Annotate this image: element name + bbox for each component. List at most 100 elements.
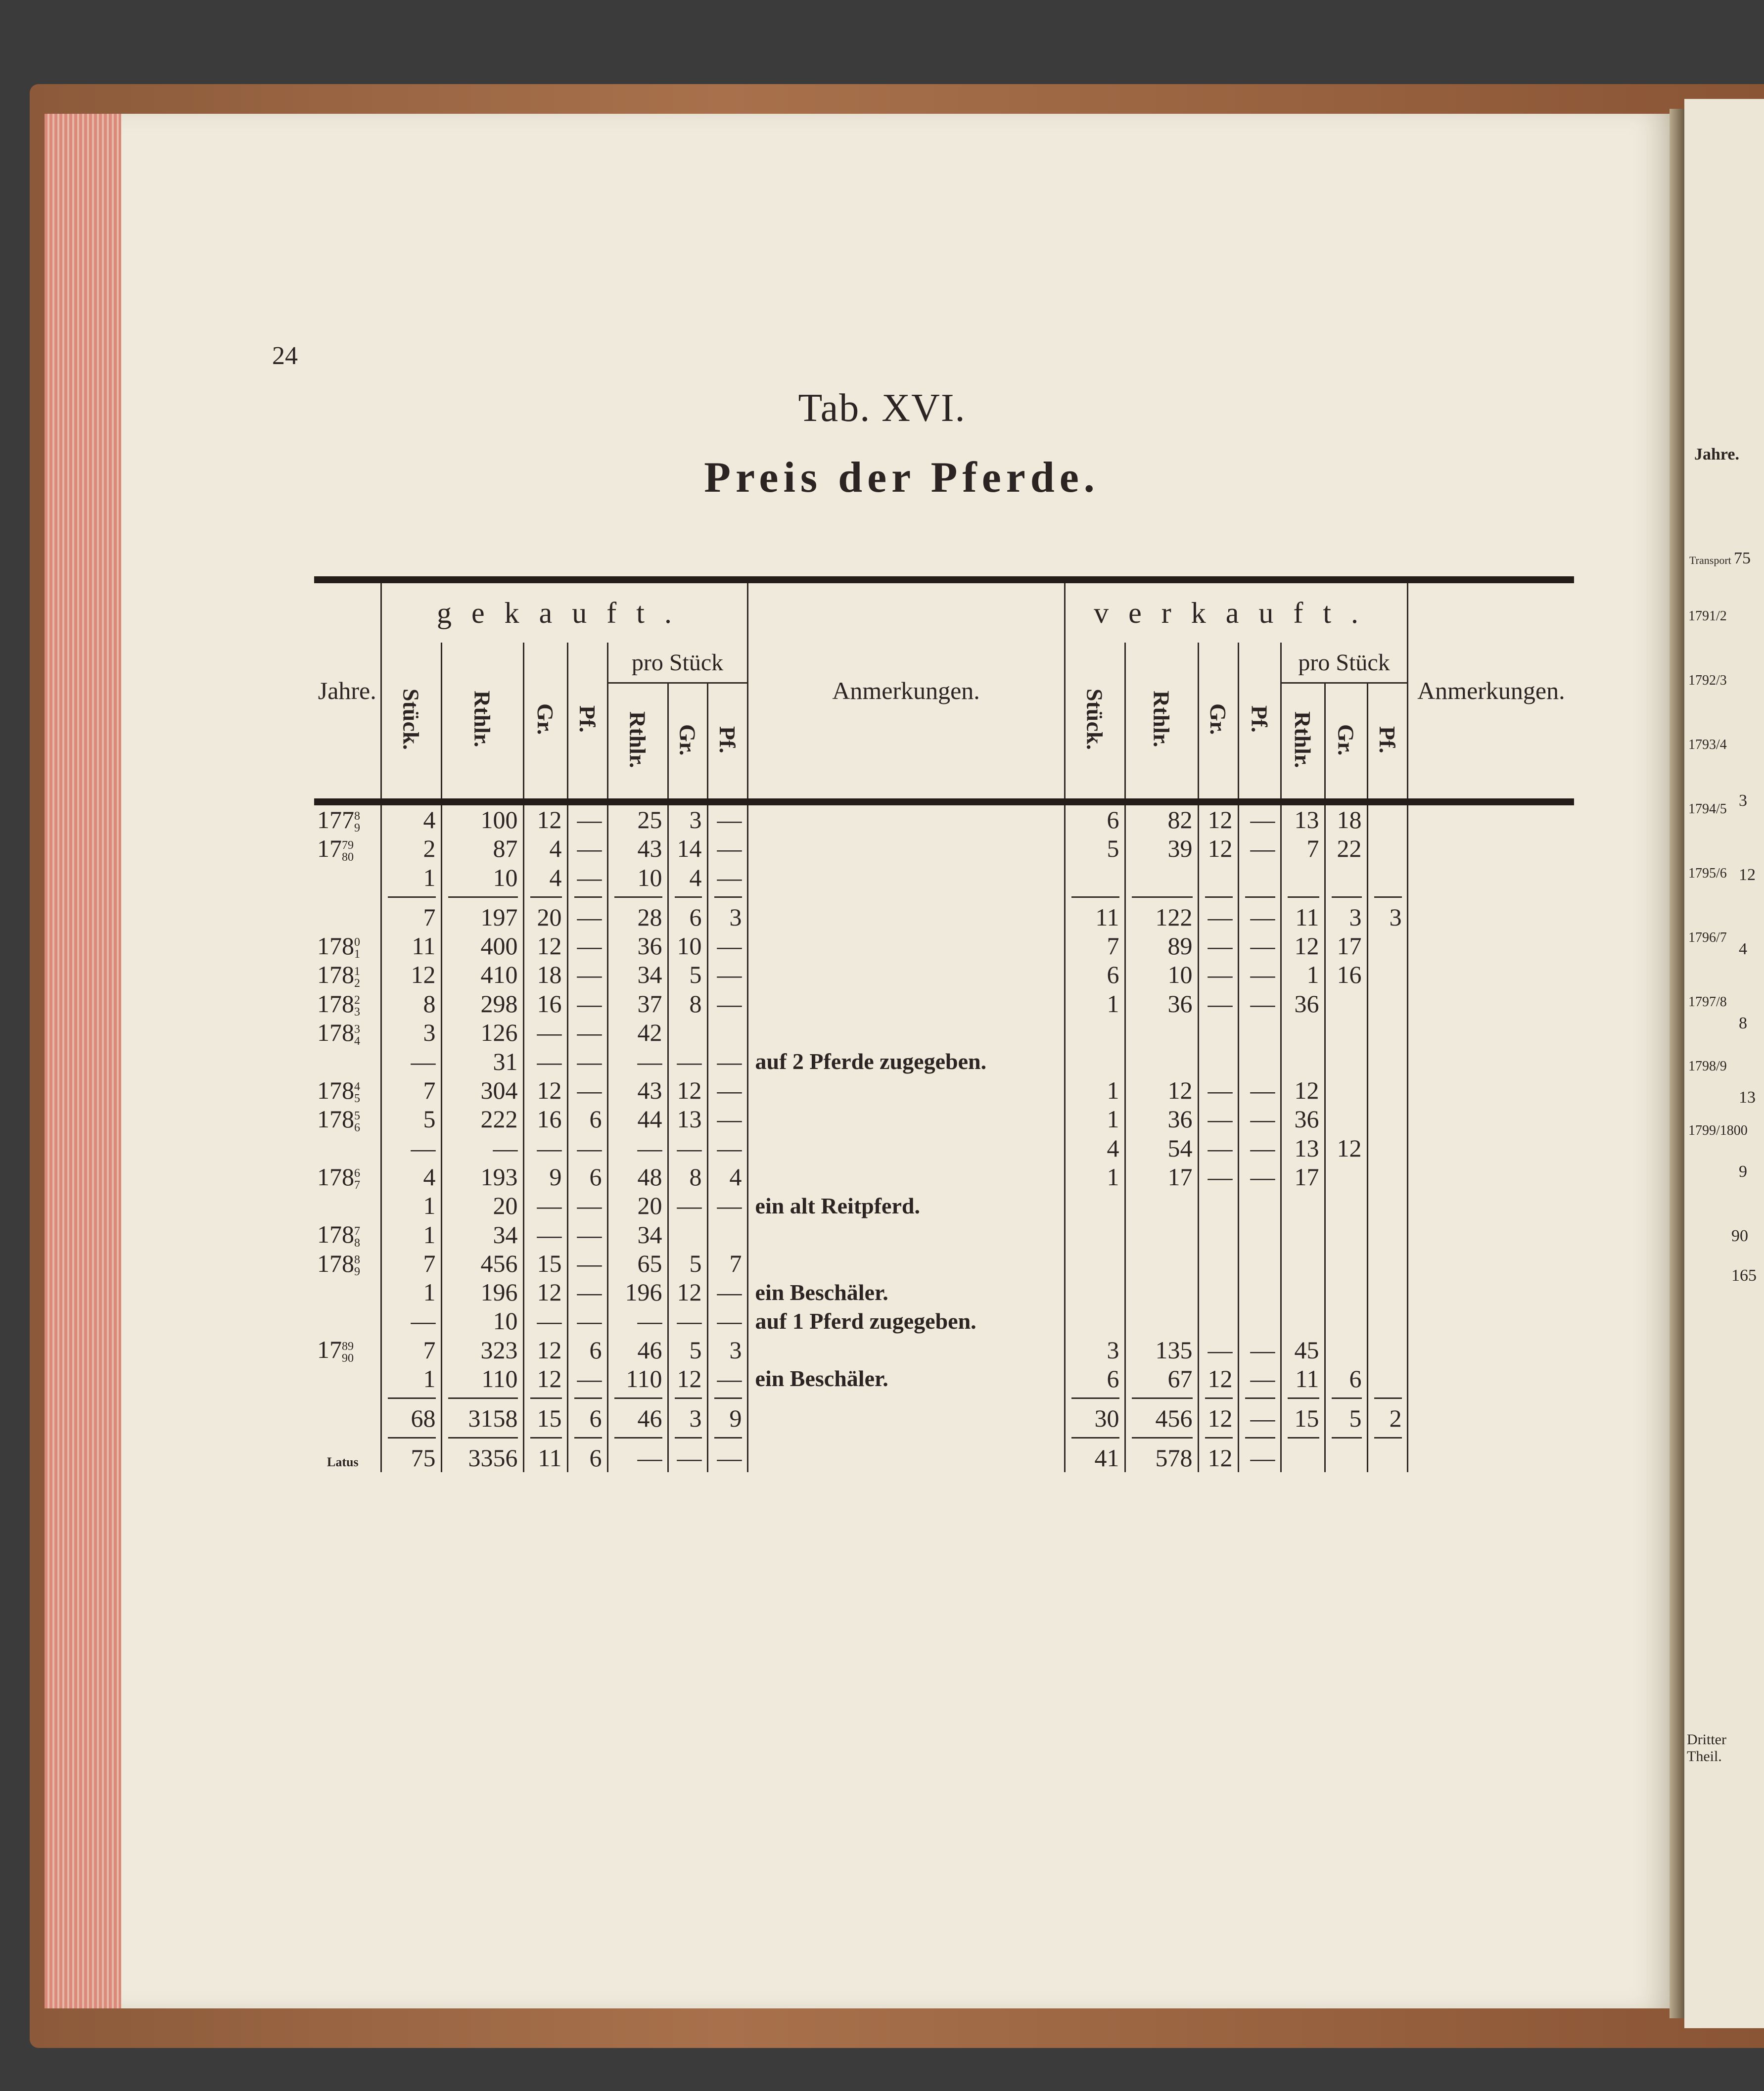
sold-cell bbox=[1198, 1249, 1239, 1278]
horizontal-rule bbox=[1245, 1397, 1275, 1399]
year-cell bbox=[314, 1191, 382, 1220]
sold-cell: — bbox=[1198, 1133, 1239, 1162]
bought-cell: 1 bbox=[381, 1278, 442, 1307]
header-gr: Gr. bbox=[523, 643, 568, 805]
bought-cell: 4 bbox=[523, 834, 568, 863]
bought-cell: — bbox=[567, 1133, 608, 1162]
sold-cell: — bbox=[1238, 1364, 1282, 1393]
note-cell-right bbox=[1407, 1047, 1574, 1076]
rule-cell bbox=[1198, 1393, 1239, 1404]
rule-cell bbox=[1407, 892, 1574, 903]
sold-cell: 5 bbox=[1325, 1403, 1368, 1433]
horizontal-rule bbox=[530, 1437, 562, 1439]
sold-cell bbox=[1281, 1306, 1326, 1336]
note-cell-right bbox=[1407, 1018, 1574, 1047]
rule-cell bbox=[1325, 1432, 1368, 1443]
table-row: 178 6 7 4 193 9 6 48 8 4 1 17— —17 bbox=[314, 1162, 1574, 1192]
note-cell bbox=[747, 960, 1066, 989]
note-cell bbox=[747, 1162, 1066, 1192]
horizontal-rule bbox=[1205, 896, 1233, 898]
horizontal-rule bbox=[448, 896, 518, 898]
horizontal-rule bbox=[1287, 1397, 1319, 1399]
sold-cell: 36 bbox=[1281, 1105, 1326, 1134]
note-cell-right bbox=[1407, 1134, 1574, 1162]
table-row: 178 2 3 8 298 16—37 8—1 36— —36 bbox=[314, 989, 1574, 1019]
header-sold-each-gr: Gr. bbox=[1325, 683, 1368, 805]
bought-cell: 7 bbox=[707, 1249, 748, 1278]
sold-cell: — bbox=[1238, 801, 1282, 835]
table-row: — — — — — — —4 54— —13 12 bbox=[314, 1133, 1574, 1162]
note-cell-right bbox=[1407, 1306, 1574, 1335]
bought-cell: 298 bbox=[441, 989, 524, 1019]
right-page-year: 1794/5 bbox=[1688, 801, 1727, 817]
bought-cell: 12 bbox=[523, 1335, 568, 1364]
right-page-transport-value: 75 bbox=[1734, 549, 1751, 567]
bought-cell: — bbox=[523, 1191, 568, 1220]
sold-cell bbox=[1367, 1047, 1408, 1076]
sold-cell bbox=[1065, 1047, 1126, 1076]
bought-cell: 3 bbox=[707, 1335, 748, 1364]
right-page-value: 4 bbox=[1739, 940, 1747, 958]
table-row: 68 3158 15 6 46 3 9 30 456 12—15 5 2 bbox=[314, 1403, 1574, 1433]
right-page-partial: Jahre. Transport 75 1791/2 1792/3 1793/4 17… bbox=[1684, 99, 1764, 2028]
table-row: Latus 75 3356 11 6— — —41 578 12— bbox=[314, 1443, 1574, 1472]
bought-cell: 7 bbox=[381, 1249, 442, 1278]
sold-cell: — bbox=[1238, 1075, 1282, 1105]
sold-cell: 7 bbox=[1281, 834, 1326, 863]
right-page-footer: Dritter Theil. bbox=[1687, 1731, 1726, 1765]
rule-cell bbox=[1407, 1433, 1574, 1443]
year-num: 8 bbox=[354, 1254, 360, 1267]
note-cell-right bbox=[1407, 903, 1574, 931]
bought-cell: 3356 bbox=[441, 1443, 524, 1472]
bought-cell: 10 bbox=[441, 1306, 524, 1336]
table-title: Tab. XVI. bbox=[798, 386, 966, 430]
sold-cell bbox=[1198, 1278, 1239, 1307]
sold-cell bbox=[1325, 1278, 1368, 1307]
header-pf: Pf. bbox=[567, 643, 608, 805]
table-row: —31— — — — — auf 2 Pferde zugegeben. bbox=[314, 1047, 1574, 1076]
sold-cell bbox=[1238, 863, 1282, 892]
rule-cell bbox=[381, 1432, 442, 1443]
year-cell bbox=[314, 902, 382, 931]
sold-cell bbox=[1125, 863, 1199, 892]
header-sold-rthlr: Rthlr. bbox=[1125, 643, 1199, 805]
year-num: 3 bbox=[354, 1022, 360, 1036]
header-sold-stueck: Stück. bbox=[1065, 643, 1126, 805]
horizontal-rule bbox=[714, 1437, 742, 1439]
rule-row bbox=[314, 1393, 1574, 1404]
note-cell bbox=[747, 1249, 1066, 1278]
bought-cell: — bbox=[567, 902, 608, 931]
sold-cell: 12 bbox=[1198, 834, 1239, 863]
bought-cell: 7 bbox=[381, 902, 442, 931]
bought-cell: 9 bbox=[523, 1162, 568, 1192]
header-gekauft: gekauft. bbox=[381, 576, 748, 643]
bought-cell: 12 bbox=[523, 801, 568, 835]
bought-cell: 43 bbox=[607, 1075, 669, 1105]
bought-cell: — bbox=[567, 834, 608, 863]
sold-cell bbox=[1198, 1220, 1239, 1249]
sold-cell: 89 bbox=[1125, 931, 1199, 961]
bought-cell: — bbox=[707, 989, 748, 1019]
sold-cell: 11 bbox=[1281, 902, 1326, 931]
bought-cell: — bbox=[607, 1047, 669, 1076]
year-num: 8 bbox=[354, 810, 360, 823]
sold-cell bbox=[1125, 1220, 1199, 1249]
bought-cell: 12 bbox=[668, 1364, 708, 1393]
sold-cell bbox=[1325, 863, 1368, 892]
bought-cell: 10 bbox=[668, 931, 708, 961]
year-cell: 178 1 2 bbox=[314, 960, 382, 989]
bought-cell: 8 bbox=[668, 1162, 708, 1192]
note-cell bbox=[747, 1105, 1066, 1134]
right-page-header: Jahre. bbox=[1694, 445, 1739, 464]
year-cell bbox=[314, 1403, 382, 1433]
sold-cell: 67 bbox=[1125, 1364, 1199, 1393]
bought-cell: — bbox=[567, 931, 608, 961]
sold-cell bbox=[1281, 1018, 1326, 1047]
bought-cell: — bbox=[707, 1278, 748, 1307]
year-den: 3 bbox=[354, 1006, 360, 1019]
horizontal-rule bbox=[674, 1437, 702, 1439]
bought-cell: 12 bbox=[668, 1075, 708, 1105]
year-cell: 178 6 7 bbox=[314, 1162, 382, 1192]
